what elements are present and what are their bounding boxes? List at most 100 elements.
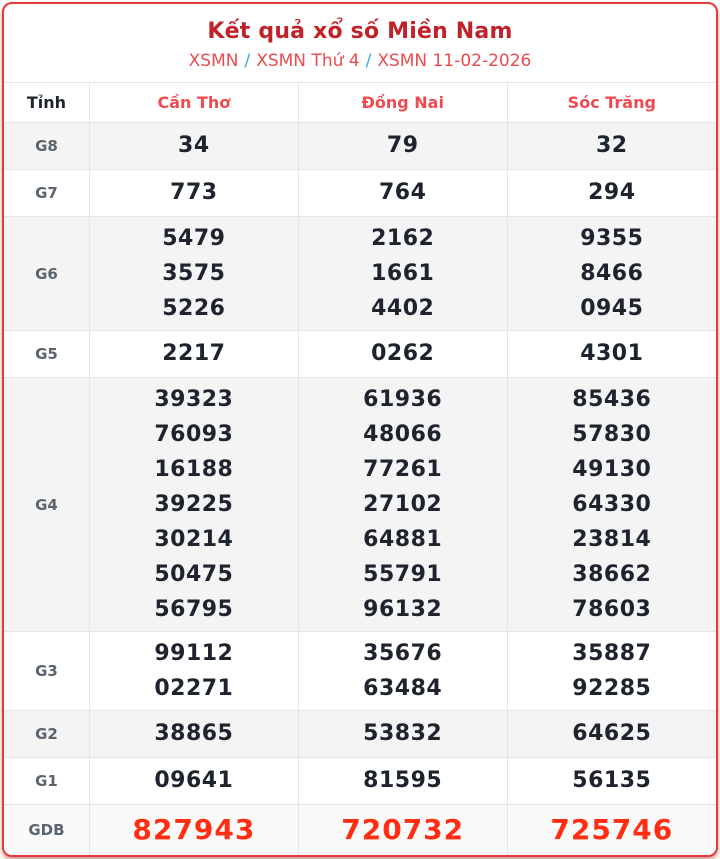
prize-label: G7	[35, 184, 58, 202]
prize-values-cell: 53832	[297, 710, 508, 758]
prize-row-g5: G5 2217 0262 4301	[4, 330, 716, 378]
prize-values-cell: 827943	[88, 804, 299, 855]
prize-number: 85436	[572, 387, 652, 412]
prize-values-cell: 64625	[506, 710, 716, 758]
prize-number: 2217	[162, 341, 226, 366]
column-header-can-tho[interactable]: Cần Thơ	[88, 82, 299, 123]
prize-number: 2162	[371, 226, 435, 251]
prize-number: 78603	[572, 597, 652, 622]
prize-values-cell: 294	[506, 169, 716, 217]
results-body: G8 34 79 32 G7 773 764 294 G6 5479 3575 5226 2162 166…	[4, 122, 716, 855]
prize-number: 76093	[154, 422, 234, 447]
prize-number: 64625	[572, 721, 652, 746]
prize-number: 764	[378, 180, 427, 205]
prize-number: 35887	[572, 641, 652, 666]
prize-number: 50475	[154, 562, 234, 587]
prize-number: 4402	[371, 296, 435, 321]
breadcrumb-link-xsmn[interactable]: XSMN	[188, 51, 239, 71]
prize-number: 64330	[572, 492, 652, 517]
prize-number: 63484	[363, 676, 443, 701]
prize-number: 9355	[580, 226, 644, 251]
prize-number: 35676	[363, 641, 443, 666]
prize-row-g1: G1 09641 81595 56135	[4, 757, 716, 805]
prize-number: 725746	[550, 813, 674, 846]
prize-label: GDB	[28, 821, 65, 839]
prize-number: 39323	[154, 387, 234, 412]
prize-values-cell: 79	[297, 122, 508, 170]
prize-number: 8466	[580, 261, 644, 286]
card-header: Kết quả xổ số Miền Nam XSMN / XSMN Thứ 4/X…	[4, 4, 716, 82]
prize-values-cell: 99112 02271	[88, 631, 299, 711]
column-header-province: Tỉnh	[4, 82, 90, 123]
prize-values-cell: 764	[297, 169, 508, 217]
prize-values-cell: 773	[88, 169, 299, 217]
prize-number: 77261	[363, 457, 443, 482]
prize-number: 49130	[572, 457, 652, 482]
prize-row-g8: G8 34 79 32	[4, 122, 716, 170]
prize-number: 55791	[363, 562, 443, 587]
prize-values-cell: 61936 48066 77261 27102 64881 55791 96132	[297, 377, 508, 632]
prize-values-cell: 5479 3575 5226	[88, 216, 299, 331]
breadcrumb-separator: /	[365, 51, 372, 71]
breadcrumb-link-xsmn-date[interactable]: XSMN 11-02-2026	[377, 51, 532, 71]
prize-row-g7: G7 773 764 294	[4, 169, 716, 217]
prize-row-g2: G2 38865 53832 64625	[4, 710, 716, 758]
prize-row-g6: G6 5479 3575 5226 2162 1661 4402 9355 8466 0945	[4, 216, 716, 331]
column-header-dong-nai[interactable]: Đồng Nai	[297, 82, 508, 123]
prize-number: 4301	[580, 341, 644, 366]
prize-number: 16188	[154, 457, 234, 482]
prize-number: 48066	[363, 422, 443, 447]
page-title: Kết quả xổ số Miền Nam	[207, 19, 513, 44]
prize-number: 0262	[371, 341, 435, 366]
prize-number: 79	[386, 133, 419, 158]
prize-values-cell: 9355 8466 0945	[506, 216, 716, 331]
prize-number: 38865	[154, 721, 234, 746]
prize-number: 96132	[363, 597, 443, 622]
prize-number: 56135	[572, 768, 652, 793]
prize-values-cell: 81595	[297, 757, 508, 805]
prize-values-cell: 35676 63484	[297, 631, 508, 711]
prize-number: 1661	[371, 261, 435, 286]
prize-label: G1	[35, 772, 58, 790]
prize-values-cell: 4301	[506, 330, 716, 378]
results-table: Tỉnh Cần Thơ Đồng Nai Sóc Trăng G8 34 79 32…	[4, 82, 716, 855]
prize-number: 27102	[363, 492, 443, 517]
prize-row-g4: G4 39323 76093 16188 39225 30214 50475 56795 619…	[4, 377, 716, 632]
prize-number: 34	[178, 133, 210, 158]
table-header-row: Tỉnh Cần Thơ Đồng Nai Sóc Trăng	[4, 82, 716, 123]
prize-label: G3	[35, 662, 58, 680]
prize-number: 5226	[162, 296, 226, 321]
prize-row-g3: G3 99112 02271 35676 63484 35887 92285	[4, 631, 716, 711]
prize-number: 61936	[363, 387, 443, 412]
breadcrumb-link-xsmn-thu-4[interactable]: XSMN Thứ 4	[256, 51, 360, 71]
prize-number: 64881	[363, 527, 443, 552]
prize-values-cell: 35887 92285	[506, 631, 716, 711]
prize-number: 3575	[162, 261, 226, 286]
prize-values-cell: 09641	[88, 757, 299, 805]
prize-row-gdb: GDB 827943 720732 725746	[4, 804, 716, 855]
prize-values-cell: 725746	[506, 804, 716, 855]
prize-number: 32	[596, 133, 628, 158]
prize-number: 56795	[154, 597, 234, 622]
prize-number: 57830	[572, 422, 652, 447]
prize-number: 53832	[363, 721, 443, 746]
prize-values-cell: 56135	[506, 757, 716, 805]
prize-number: 99112	[154, 641, 234, 666]
breadcrumb-separator: /	[244, 51, 251, 71]
column-header-soc-trang[interactable]: Sóc Trăng	[506, 82, 716, 123]
prize-label: G6	[35, 264, 58, 283]
prize-number: 720732	[341, 813, 465, 846]
prize-label: G4	[35, 495, 58, 514]
prize-number: 827943	[132, 813, 256, 846]
prize-label: G2	[35, 725, 58, 743]
prize-number: 23814	[572, 527, 652, 552]
prize-values-cell: 720732	[297, 804, 508, 855]
breadcrumb: XSMN / XSMN Thứ 4/XSMN 11-02-2026	[4, 51, 716, 71]
prize-number: 5479	[162, 226, 226, 251]
prize-number: 30214	[154, 527, 234, 552]
prize-number: 09641	[154, 768, 234, 793]
prize-number: 294	[588, 180, 636, 205]
prize-values-cell: 32	[506, 122, 716, 170]
prize-number: 02271	[154, 676, 234, 701]
